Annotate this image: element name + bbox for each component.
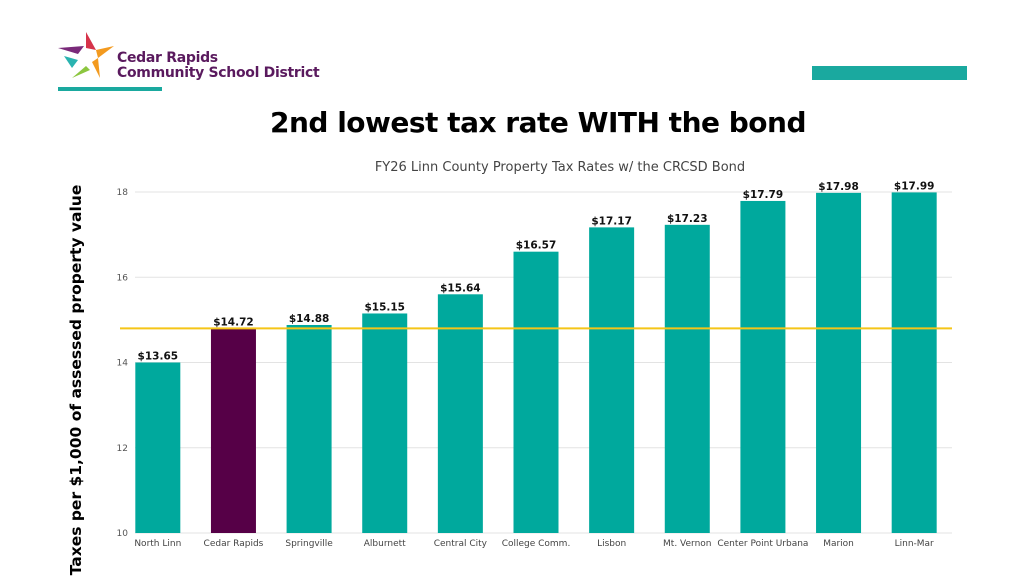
chart-title: FY26 Linn County Property Tax Rates w/ t… — [374, 160, 746, 175]
x-tick-label: North Linn — [134, 539, 181, 549]
y-tick-label: 16 — [117, 273, 129, 283]
accent-bar-right — [812, 66, 967, 80]
data-label: $15.15 — [364, 301, 405, 313]
bar-alburnett — [362, 313, 408, 533]
x-tick-label: Center Point Urbana — [717, 539, 808, 549]
logo-line-2: Community School District — [117, 65, 320, 81]
x-tick-label: Alburnett — [364, 539, 406, 549]
bar-north-linn — [135, 362, 181, 533]
y-tick-label: 10 — [117, 529, 129, 539]
logo-line-1: Cedar Rapids — [117, 50, 218, 66]
x-tick-label: Cedar Rapids — [204, 539, 264, 549]
star-logo-icon — [58, 32, 114, 78]
y-tick-label: 12 — [117, 444, 128, 454]
data-label: $17.99 — [894, 180, 935, 192]
x-tick-label: Linn-Mar — [895, 539, 934, 549]
y-tick-label: 14 — [117, 359, 129, 369]
data-label: $17.17 — [591, 215, 632, 227]
bar-linn-mar — [891, 192, 937, 533]
bar-lisbon — [589, 227, 635, 533]
x-tick-label: College Comm. — [502, 539, 571, 549]
bar-central-city — [437, 294, 483, 533]
x-tick-label: Marion — [823, 539, 854, 549]
data-label: $17.79 — [743, 189, 784, 201]
x-tick-label: Lisbon — [597, 539, 626, 549]
bar-mt-vernon — [664, 224, 710, 534]
bar-center-point-urbana — [740, 200, 786, 534]
bar-springville — [286, 324, 332, 533]
data-label: $17.98 — [818, 181, 859, 193]
headline: 2nd lowest tax rate WITH the bond — [269, 106, 807, 139]
data-label: $17.23 — [667, 213, 708, 225]
bar-marion — [816, 192, 862, 534]
data-label: $15.64 — [440, 282, 481, 294]
x-tick-label: Central City — [434, 539, 488, 549]
accent-bar-left — [58, 87, 162, 91]
x-tick-label: Springville — [285, 539, 333, 549]
data-label: $14.88 — [289, 313, 330, 325]
data-label: $14.72 — [213, 316, 254, 328]
data-label: $16.57 — [516, 240, 557, 252]
y-tick-label: 18 — [117, 188, 129, 198]
bar-cedar-rapids — [210, 328, 256, 533]
data-label: $13.65 — [138, 351, 179, 363]
bar-college-comm- — [513, 251, 559, 534]
x-tick-label: Mt. Vernon — [663, 539, 711, 549]
